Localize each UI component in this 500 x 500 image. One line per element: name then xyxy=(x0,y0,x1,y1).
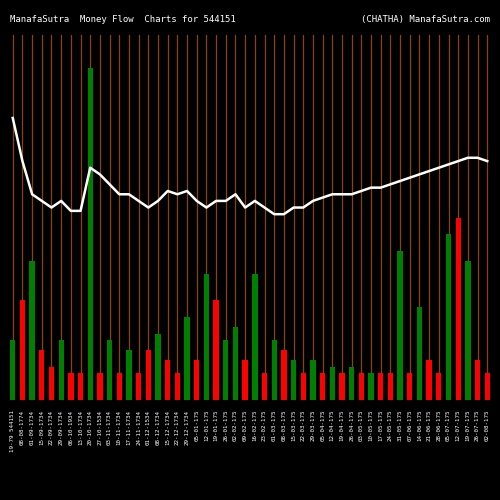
Bar xyxy=(330,367,335,400)
Bar xyxy=(407,374,412,400)
Text: (CHATHA) ManafaSutra.com: (CHATHA) ManafaSutra.com xyxy=(361,15,490,24)
Bar xyxy=(20,300,25,400)
Bar xyxy=(78,374,83,400)
Bar xyxy=(214,300,219,400)
Bar xyxy=(58,340,64,400)
Bar xyxy=(88,68,93,400)
Bar xyxy=(174,374,180,400)
Bar xyxy=(165,360,170,400)
Bar xyxy=(146,350,151,400)
Bar xyxy=(465,260,470,400)
Bar xyxy=(300,374,306,400)
Bar xyxy=(340,374,344,400)
Text: ManafaSutra  Money Flow  Charts for 544151: ManafaSutra Money Flow Charts for 544151 xyxy=(10,15,236,24)
Bar xyxy=(126,350,132,400)
Bar xyxy=(436,374,442,400)
Bar xyxy=(156,334,160,400)
Bar xyxy=(30,260,35,400)
Bar xyxy=(223,340,228,400)
Bar xyxy=(475,360,480,400)
Bar xyxy=(272,340,277,400)
Bar xyxy=(398,250,403,400)
Bar xyxy=(310,360,316,400)
Bar xyxy=(49,367,54,400)
Bar xyxy=(184,317,190,400)
Bar xyxy=(446,234,451,400)
Bar xyxy=(136,374,141,400)
Bar xyxy=(116,374,122,400)
Bar xyxy=(358,374,364,400)
Bar xyxy=(242,360,248,400)
Bar xyxy=(39,350,44,400)
Bar xyxy=(204,274,209,400)
Bar xyxy=(262,374,267,400)
Bar xyxy=(281,350,286,400)
Bar xyxy=(378,374,384,400)
Bar xyxy=(368,374,374,400)
Bar xyxy=(484,374,490,400)
Bar xyxy=(97,374,102,400)
Bar xyxy=(291,360,296,400)
Bar xyxy=(388,374,393,400)
Bar xyxy=(68,374,73,400)
Bar xyxy=(233,327,238,400)
Bar xyxy=(320,374,326,400)
Bar xyxy=(194,360,200,400)
Bar xyxy=(107,340,112,400)
Bar xyxy=(417,307,422,400)
Bar xyxy=(349,367,354,400)
Bar xyxy=(252,274,258,400)
Bar xyxy=(456,218,461,400)
Bar xyxy=(426,360,432,400)
Bar xyxy=(10,340,16,400)
